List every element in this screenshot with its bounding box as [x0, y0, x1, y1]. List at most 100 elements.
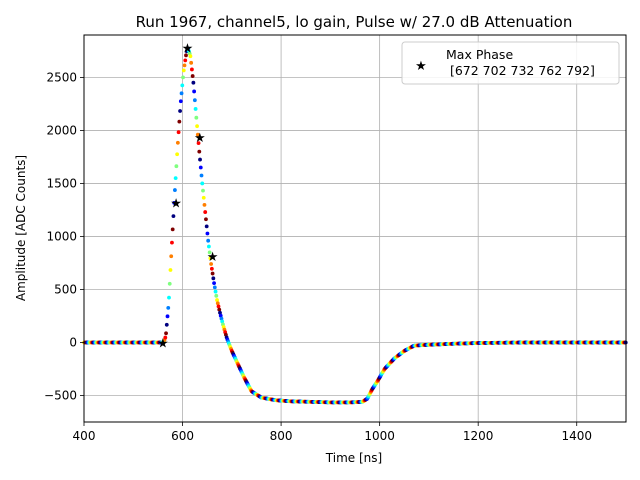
pulse-data-point — [192, 98, 197, 103]
pulse-data-point — [180, 83, 185, 88]
legend-star-marker: ★ — [415, 59, 427, 74]
pulse-data-point — [173, 188, 177, 192]
x-tick-label: 400 — [73, 429, 96, 443]
pulse-data-point — [212, 285, 217, 290]
pulse-data-point — [174, 164, 179, 169]
pulse-data-point — [181, 75, 185, 80]
pulse-data-point — [218, 310, 222, 315]
x-tick-label: 1000 — [364, 429, 395, 443]
y-axis-label: Amplitude [ADC Counts] — [14, 155, 28, 301]
pulse-data-point — [189, 60, 194, 65]
pulse-data-point — [211, 276, 216, 281]
pulse-data-point — [213, 289, 218, 294]
pulse-data-point — [214, 293, 219, 298]
pulse-data-point — [216, 304, 221, 309]
pulse-data-point — [195, 124, 199, 129]
pulse-data-point — [207, 250, 212, 255]
x-tick-label: 1200 — [463, 429, 494, 443]
pulse-data-point — [177, 119, 182, 124]
pulse-data-point — [199, 173, 204, 178]
pulse-data-point — [200, 181, 205, 186]
pulse-data-point — [220, 319, 225, 324]
pulse-data-point — [175, 140, 180, 145]
pulse-data-point — [201, 195, 206, 200]
pulse-data-point — [163, 335, 168, 340]
max-phase-star: ★ — [194, 131, 206, 146]
pulse-data-point — [197, 149, 202, 154]
y-tick-label: 1000 — [46, 229, 77, 243]
pulse-data-point — [210, 271, 215, 276]
pulse-data-point — [190, 67, 194, 72]
pulse-data-point — [193, 107, 198, 111]
pulse-data-point — [202, 203, 207, 207]
max-phase-star: ★ — [182, 42, 194, 57]
y-tick-label: 500 — [54, 282, 77, 296]
pulse-data-point — [176, 130, 181, 135]
pulse-data-point — [218, 313, 223, 318]
pulse-data-point — [215, 298, 219, 302]
pulse-data-point — [207, 244, 211, 249]
x-tick-label: 600 — [171, 429, 194, 443]
legend-label-line-1: Max Phase — [446, 47, 513, 62]
pulse-data-point — [173, 176, 178, 181]
chart-title: Run 1967, channel5, lo gain, Pulse w/ 27… — [136, 13, 573, 31]
pulse-data-point — [201, 188, 205, 193]
legend-label-line-2: [672 702 732 762 792] — [446, 63, 595, 78]
pulse-data-point — [191, 80, 196, 85]
plot-area-frame — [83, 34, 627, 423]
pulse-data-point — [188, 54, 193, 59]
pulse-data-point — [166, 305, 171, 310]
y-tick-label: 1500 — [46, 176, 77, 190]
pulse-data-point — [196, 141, 201, 146]
pulse-data-point — [192, 89, 197, 94]
pulse-data-point — [209, 266, 214, 271]
pulse-data-point — [203, 210, 208, 214]
pulse-data-point — [183, 58, 188, 63]
x-tick-label: 1400 — [561, 429, 592, 443]
pulse-data-point — [165, 314, 170, 319]
pulse-data-point — [179, 91, 184, 96]
max-phase-star: ★ — [207, 250, 219, 265]
legend-label: Max Phase [672 702 732 762 792] — [446, 47, 595, 78]
pulse-data-point — [178, 99, 183, 104]
pulse-data-point — [195, 132, 200, 137]
pulse-data-point — [171, 214, 176, 219]
pulse-data-point — [182, 63, 187, 68]
y-tick-label: 2000 — [46, 123, 77, 137]
pulse-data-point — [205, 231, 210, 236]
pulse-data-point — [168, 268, 173, 272]
pulse-data-point — [167, 281, 172, 286]
max-phase-markers: ★ ★ ★ ★ ★ — [157, 42, 218, 352]
pulse-data-point — [209, 262, 214, 266]
pulse-data-point — [170, 240, 174, 245]
pulse-data-point — [208, 256, 213, 261]
pulse-waveform-points — [82, 46, 628, 405]
pulse-data-point — [170, 227, 175, 232]
pulse-data-point — [190, 74, 195, 78]
pulse-data-point — [172, 200, 177, 205]
max-phase-star: ★ — [170, 197, 182, 212]
pulse-data-point — [164, 322, 169, 327]
pulse-data-point — [178, 109, 182, 113]
pulse-data-point — [194, 115, 199, 120]
y-tick-label: 2500 — [46, 70, 77, 84]
pulse-data-point — [175, 152, 180, 157]
pulse-data-point — [219, 316, 224, 321]
legend: ★ Max Phase [672 702 732 762 792] — [401, 41, 620, 85]
legend-box — [401, 41, 620, 85]
y-tick-label: −500 — [44, 388, 77, 402]
x-tick-label: 800 — [270, 429, 293, 443]
pulse-data-point — [198, 157, 202, 162]
pulse-data-point — [215, 301, 220, 306]
pulse-data-point — [184, 53, 188, 58]
max-phase-star: ★ — [157, 336, 169, 351]
y-tick-label: 0 — [69, 335, 77, 349]
x-axis-label: Time [ns] — [325, 451, 382, 465]
pulse-data-point — [169, 254, 174, 259]
pulse-data-point — [167, 295, 171, 300]
pulse-data-point — [204, 224, 209, 229]
pulse-data-point — [164, 331, 168, 336]
pulse-data-point — [181, 68, 186, 73]
pulse-data-point — [198, 165, 203, 170]
